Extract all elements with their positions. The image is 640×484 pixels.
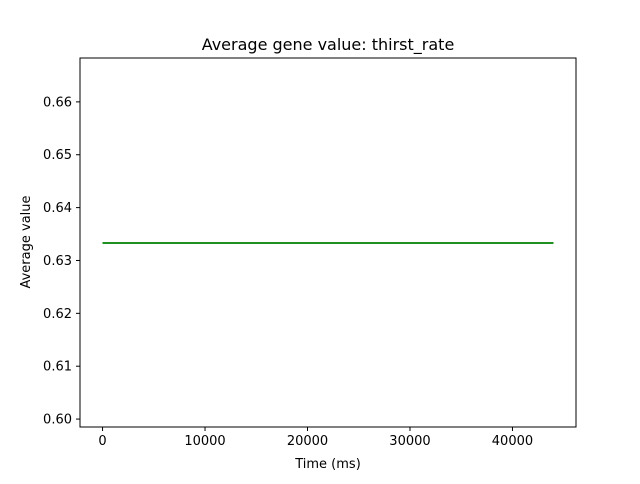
x-tick-label: 0 <box>98 434 106 449</box>
plot-frame <box>79 57 577 428</box>
y-tick-label: 0.62 <box>43 307 72 322</box>
y-axis-ticks: 0.60 0.61 0.62 0.63 0.64 0.65 0.66 <box>43 95 80 428</box>
y-tick-label: 0.60 <box>43 413 72 428</box>
y-tick-label: 0.66 <box>43 95 72 110</box>
x-axis-label: Time (ms) <box>294 457 361 472</box>
x-tick-label: 10000 <box>184 434 225 449</box>
y-tick-label: 0.64 <box>43 201 72 216</box>
chart-title: Average gene value: thirst_rate <box>202 35 455 55</box>
y-tick-label: 0.61 <box>43 360 72 375</box>
y-axis-label: Average value <box>19 195 34 288</box>
x-tick-label: 30000 <box>389 434 430 449</box>
y-tick-label: 0.63 <box>43 254 72 269</box>
x-tick-label: 40000 <box>492 434 533 449</box>
y-tick-label: 0.65 <box>43 148 72 163</box>
x-tick-label: 20000 <box>287 434 328 449</box>
x-axis-ticks: 0 10000 20000 30000 40000 <box>98 427 533 449</box>
